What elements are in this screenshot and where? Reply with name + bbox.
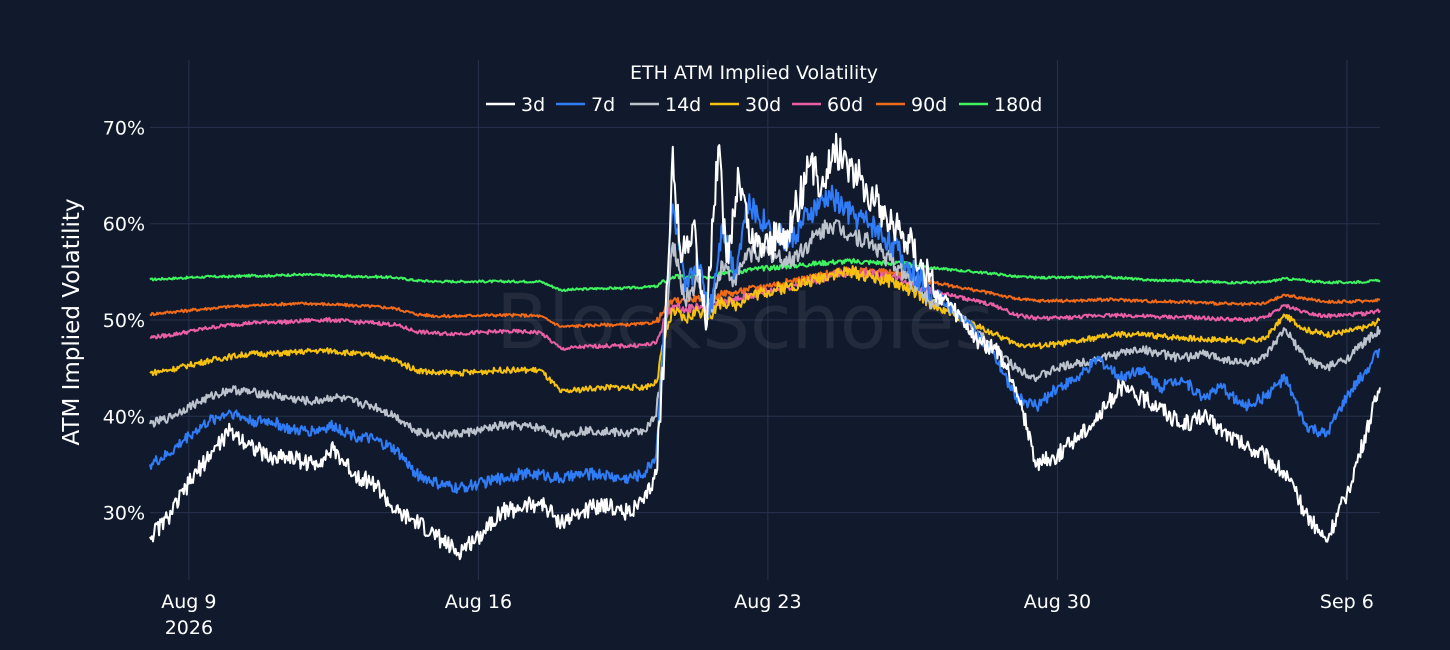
y-tick-label: 60%	[103, 214, 145, 236]
series-line-30d	[149, 265, 1381, 394]
series-layer	[149, 132, 1381, 561]
legend-label: 7d	[591, 94, 615, 116]
legend-item-14d[interactable]: 14d	[630, 94, 701, 116]
x-tick-label: Aug 23	[734, 591, 801, 613]
legend-item-3d[interactable]: 3d	[486, 94, 545, 116]
y-axis-label: ATM Implied Volatility	[59, 198, 85, 445]
legend-item-60d[interactable]: 60d	[792, 94, 863, 116]
legend-item-90d[interactable]: 90d	[876, 94, 947, 116]
x-axis-ticks: Aug 9 2026 Aug 16 Aug 23 Aug 30 Sep 6	[161, 591, 1374, 639]
series-line-7d	[149, 184, 1381, 494]
legend-label: 90d	[911, 94, 947, 116]
legend-label: 14d	[665, 94, 701, 116]
y-tick-label: 30%	[103, 503, 145, 525]
chart-title: ETH ATM Implied Volatility	[630, 62, 878, 84]
legend-label: 3d	[521, 94, 545, 116]
y-tick-label: 40%	[103, 406, 145, 428]
legend[interactable]: 3d 7d 14d 30d 60d 90d 180d	[486, 94, 1042, 116]
series-line-3d	[149, 132, 1381, 561]
legend-label: 30d	[745, 94, 781, 116]
legend-item-30d[interactable]: 30d	[710, 94, 781, 116]
y-axis-ticks: 30% 40% 50% 60% 70%	[103, 117, 145, 524]
y-tick-label: 70%	[103, 117, 145, 139]
x-tick-sublabel: 2026	[165, 617, 213, 639]
x-tick-label: Aug 9	[161, 591, 216, 613]
x-tick-label: Aug 16	[445, 591, 512, 613]
series-line-180d	[149, 258, 1381, 293]
legend-item-180d[interactable]: 180d	[959, 94, 1042, 116]
x-tick-label: Sep 6	[1320, 591, 1374, 613]
y-tick-label: 50%	[103, 310, 145, 332]
legend-label: 60d	[827, 94, 863, 116]
legend-item-7d[interactable]: 7d	[556, 94, 615, 116]
x-tick-label: Aug 30	[1024, 591, 1091, 613]
legend-label: 180d	[994, 94, 1042, 116]
